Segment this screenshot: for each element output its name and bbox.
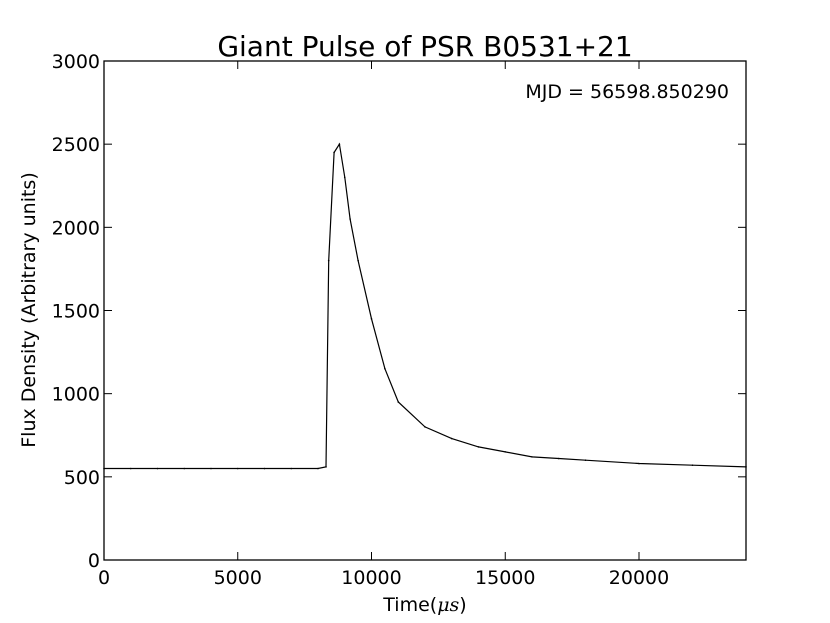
y-axis-label: Flux Density (Arbitrary units) [18, 172, 40, 448]
series-layer [103, 142, 747, 470]
y-tick-label: 1000 [52, 384, 100, 406]
y-tick-label: 2500 [52, 134, 100, 156]
data-point [638, 462, 640, 465]
x-tick-label: 15000 [475, 567, 535, 589]
data-point [183, 467, 186, 470]
data-point [317, 467, 319, 470]
data-point [349, 218, 351, 220]
data-point [584, 459, 587, 462]
data-point [397, 401, 400, 403]
data-point [504, 451, 507, 453]
y-tick-label: 3000 [52, 51, 100, 73]
mjd-annotation: MJD = 56598.850290 [525, 81, 729, 103]
plot-frame [103, 60, 747, 561]
data-point [129, 467, 132, 470]
y-tick-label: 0 [88, 550, 100, 572]
tick-layer: 0 5000 10000 15000 20000 0 500 1000 1500 2000 2500… [52, 51, 746, 589]
data-point [263, 467, 266, 470]
x-axis-label-text: Time( [382, 594, 437, 616]
data-point [103, 467, 105, 470]
data-point [343, 176, 346, 179]
x-axis-label-symbol: μs [437, 594, 459, 616]
data-point [236, 467, 239, 470]
data-point [210, 467, 212, 470]
data-point [156, 467, 159, 470]
data-point [333, 151, 335, 154]
data-point [424, 426, 426, 428]
x-axis-label-close: ) [459, 594, 466, 616]
data-point [450, 437, 453, 440]
y-tick-label: 2000 [52, 217, 100, 239]
data-point [557, 457, 560, 460]
data-point [357, 259, 359, 262]
x-tick-label: 5000 [214, 567, 262, 589]
data-point [338, 143, 341, 145]
data-point [327, 259, 330, 262]
data-point [384, 367, 386, 370]
chart-title: Giant Pulse of PSR B0531+21 [217, 30, 632, 63]
data-point [531, 456, 533, 458]
y-tick-label: 500 [64, 467, 100, 489]
data-point [290, 467, 293, 470]
x-tick-label: 10000 [341, 567, 401, 589]
data-point [745, 466, 747, 468]
x-tick-label: 0 [98, 567, 110, 589]
data-point [370, 318, 373, 320]
data-point [477, 446, 480, 448]
data-point [691, 464, 694, 466]
data-point [325, 466, 327, 468]
x-tick-label: 20000 [609, 567, 669, 589]
x-axis-label: Time(μs) [382, 594, 466, 616]
y-tick-label: 1500 [52, 301, 100, 323]
